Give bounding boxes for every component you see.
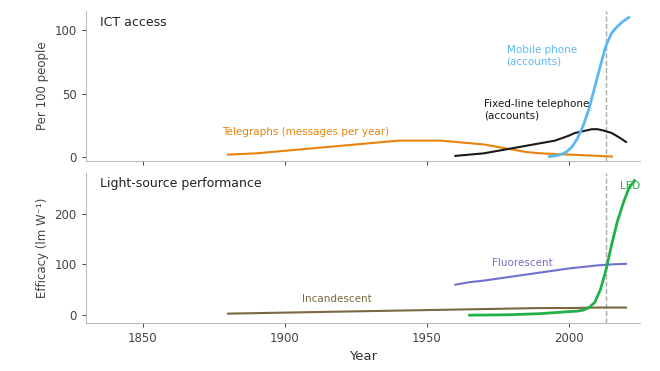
Text: Fixed-line telephone
(accounts): Fixed-line telephone (accounts) — [484, 99, 589, 121]
Text: Mobile phone
(accounts): Mobile phone (accounts) — [507, 45, 577, 66]
X-axis label: Year: Year — [349, 350, 377, 363]
Y-axis label: Efficacy (lm W⁻¹): Efficacy (lm W⁻¹) — [36, 198, 49, 298]
Text: Light-source performance: Light-source performance — [100, 177, 261, 190]
Y-axis label: Per 100 people: Per 100 people — [36, 42, 49, 130]
Text: Telegraphs (messages per year): Telegraphs (messages per year) — [222, 127, 389, 137]
Text: LED: LED — [620, 181, 641, 191]
Text: Incandescent: Incandescent — [302, 294, 372, 304]
Text: Fluorescent: Fluorescent — [492, 259, 553, 269]
Text: ICT access: ICT access — [100, 16, 166, 29]
